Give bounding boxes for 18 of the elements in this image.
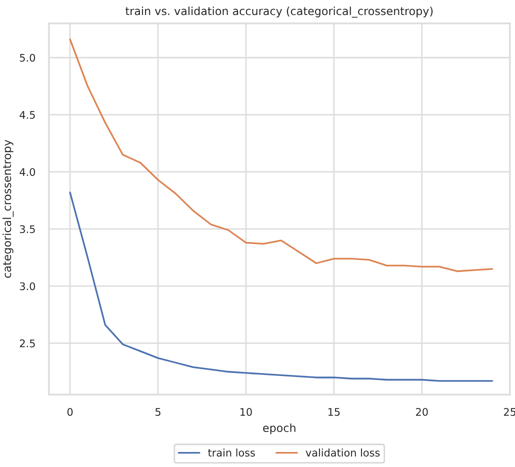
x-tick-label: 10 (240, 408, 252, 416)
x-tick-label: 15 (328, 408, 340, 416)
y-tick-label: 3.0 (20, 282, 36, 290)
y-tick-label: 2.5 (20, 339, 35, 348)
line-series (69, 38, 494, 272)
y-tick-label: 4.0 (20, 168, 36, 176)
y-axis-title: categorical_crossentropy (2, 140, 14, 278)
legend-label: train loss (208, 448, 255, 457)
line-series (69, 192, 494, 382)
y-tick-label: 4.5 (20, 111, 35, 119)
legend-label: validation loss (306, 448, 380, 457)
x-tick-label: 0 (67, 408, 73, 416)
x-axis-title: epoch (263, 423, 296, 434)
y-tick-label: 3.5 (20, 225, 35, 234)
x-tick-label: 5 (155, 408, 160, 416)
x-tick-label: 20 (416, 408, 428, 416)
y-tick-label: 5.0 (20, 54, 36, 62)
chart-title: train vs. validation accuracy (categorical_crossentropy) (126, 6, 433, 18)
